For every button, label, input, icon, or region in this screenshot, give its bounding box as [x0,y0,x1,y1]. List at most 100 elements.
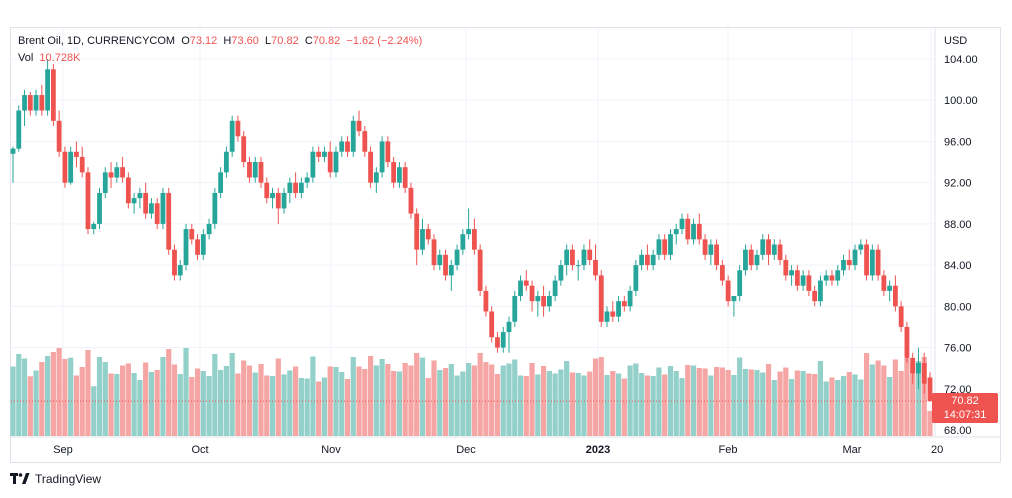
volume-bar [166,349,172,436]
volume-bar [241,360,247,436]
volume-bar [494,374,501,436]
candle-body [97,192,102,224]
candle-body [731,296,737,302]
volume-bar [489,364,495,436]
volume-bar [275,358,281,436]
candle-body [327,151,333,173]
volume-bar [794,370,800,436]
candle-body [771,244,777,255]
candle-body [275,192,281,209]
candle-body [137,192,143,199]
candle-body [62,151,68,183]
candle-body [668,234,673,255]
candle-body [541,296,546,307]
candle-body [50,69,56,121]
candle-body [835,270,841,281]
volume-bar [258,364,264,436]
volume-bar [160,357,166,436]
volume-bar [344,379,351,436]
candle-body [633,265,639,291]
volume-bar [252,372,258,436]
candle-body [708,244,714,255]
volume-bar [604,375,610,436]
volume-bar [529,363,535,436]
volume-bar [696,368,702,436]
legend-vol-label[interactable]: Vol [18,52,34,64]
volume-bar [512,359,518,436]
legend-ohlc: Brent Oil, 1D, CURRENCYCOM O73.12 H73.60… [18,35,422,47]
candle-body [500,332,506,348]
volume-bar [177,374,183,436]
candle-body [120,167,125,178]
candle-body [702,239,708,255]
candle-body [789,270,794,276]
volume-bar [96,357,103,436]
candle-body [68,151,74,183]
volume-bar [79,367,85,436]
candle-body [858,244,864,250]
volume-bar [189,377,195,436]
volume-bar [546,371,552,436]
price-tick-label: 100.00 [944,95,978,107]
volume-bar [73,375,80,436]
candle-body [298,182,304,193]
candle-body [616,301,621,317]
volume-bar [708,375,714,436]
candle-body [189,229,195,240]
volume-bar [183,348,189,436]
volume-bar [200,371,206,436]
volume-bar [569,372,576,436]
volume-bar [102,362,108,436]
volume-bar [223,366,229,436]
candle-body [356,120,362,132]
candle-body [200,234,206,255]
volume-bar [379,359,385,436]
legend-high-value: 73.60 [231,35,259,47]
volume-bar [812,374,818,436]
candle-body [869,249,875,276]
volume-bar [367,356,374,436]
candle-body [564,249,570,266]
volume-bar [391,371,397,436]
candle-body [887,285,893,291]
volume-bar [310,356,316,436]
volume-bar [385,364,391,436]
candle-body [293,182,298,193]
candle-body [823,275,829,281]
candle-body [125,177,131,204]
candle-body [852,249,858,266]
legend-symbol[interactable]: Brent Oil, 1D, CURRENCYCOM [18,35,176,47]
volume-bar [33,370,39,436]
volume-bar [56,348,62,436]
legend-open-label: O [181,35,190,47]
volume-bar [863,353,870,436]
volume-bar [731,375,737,436]
price-tick-label: 76.00 [944,343,972,355]
candle-body [685,218,691,240]
candle-body [350,120,356,152]
candle-body [385,141,391,163]
volume-bar [321,377,328,436]
volume-bar [777,371,783,436]
volume-bar [910,363,916,436]
time-tick-label: Oct [191,444,208,456]
candle-body [91,223,97,230]
candle-body [425,229,431,240]
volume-bar [454,375,460,436]
volume-bar [425,378,431,436]
volume-bar [690,365,697,436]
candle-body [108,172,114,178]
volume-bar [235,373,241,436]
volume-bar [154,370,160,436]
candle-body [743,249,748,271]
candle-body [875,249,881,276]
tradingview-watermark[interactable]: TradingView [10,472,101,486]
candle-body [391,162,397,183]
candle-body [529,285,535,302]
chart-frame[interactable] [10,27,1001,463]
volume-bar [702,368,708,436]
volume-bar [615,373,622,436]
candle-body [512,296,518,322]
volume-bar [644,375,651,436]
